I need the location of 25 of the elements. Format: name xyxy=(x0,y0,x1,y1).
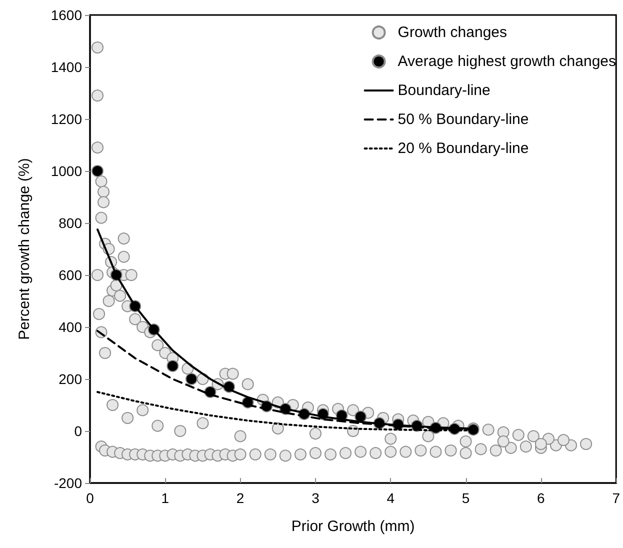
y-tick-label: 200 xyxy=(58,371,82,387)
y-axis-title: Percent growth change (%) xyxy=(16,158,33,340)
legend-label: Growth changes xyxy=(398,24,508,41)
legend-label: 20 % Boundary-line xyxy=(398,140,529,157)
x-tick-label: 4 xyxy=(386,490,395,506)
x-tick-label: 7 xyxy=(612,490,620,506)
y-tick-label: 1400 xyxy=(50,59,82,75)
x-tick-label: 2 xyxy=(236,490,244,506)
y-tick-label: 1600 xyxy=(50,7,82,23)
x-tick-label: 0 xyxy=(86,490,94,506)
legend-label: 50 % Boundary-line xyxy=(398,111,529,128)
x-tick-label: 5 xyxy=(462,490,470,506)
legend-label: Average highest growth changes xyxy=(398,53,616,70)
x-tick-label: 3 xyxy=(312,490,320,506)
y-tick-label: 600 xyxy=(58,267,82,283)
y-tick-label: 1000 xyxy=(50,163,82,179)
y-tick-label: 0 xyxy=(74,423,82,439)
x-tick-label: 6 xyxy=(537,490,546,506)
y-tick-label: -200 xyxy=(54,475,82,491)
x-tick-label: 1 xyxy=(161,490,170,506)
y-tick-label: 1200 xyxy=(50,111,82,127)
x-axis-title: Prior Growth (mm) xyxy=(291,518,415,535)
y-tick-label: 800 xyxy=(58,215,82,231)
legend-label: Boundary-line xyxy=(398,82,490,99)
y-tick-label: 400 xyxy=(58,319,82,335)
